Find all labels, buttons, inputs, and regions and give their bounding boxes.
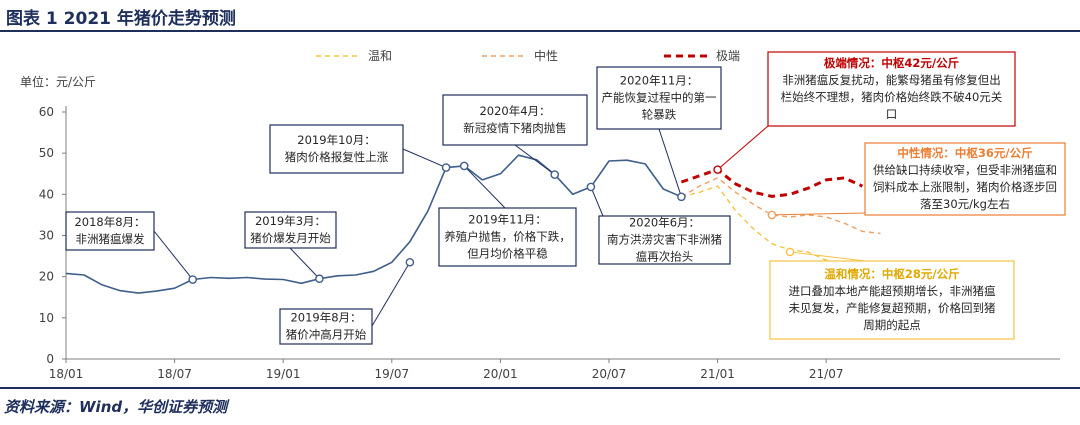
callout-text: 猪肉价格报复性上涨 <box>285 150 389 164</box>
data-point-marker <box>677 192 686 202</box>
callout-text: 口 <box>886 107 898 121</box>
callout-connector <box>463 165 506 209</box>
callout-text: 进口叠加本地产能超预期增长，非洲猪瘟 <box>789 284 996 298</box>
data-point-marker <box>441 163 451 172</box>
x-tick-label: 18/07 <box>157 367 192 381</box>
callout-box-a2018-08 <box>65 211 155 251</box>
y-tick-label: 60 <box>39 105 54 119</box>
callout-text: 未见复发，产能修复超预期，价格回到猪 <box>789 301 996 315</box>
callout-text: 新冠疫情下猪肉抛售 <box>463 121 567 135</box>
source-note: 资料来源：Wind，华创证券预测 <box>4 398 228 416</box>
callout-title: 温和情况：中枢28元/公斤 <box>824 267 959 281</box>
callout-title: 2020年11月： <box>620 74 698 88</box>
callout-text: 饲料成本上涨限制，猪肉价格逐步回 <box>873 180 1057 194</box>
callout-text: 但月均价格平稳 <box>467 247 548 261</box>
callout-box-extreme <box>767 51 1016 127</box>
legend-label: 中性 <box>534 48 558 63</box>
callout-text: 产能恢复过程中的第一 <box>602 91 717 105</box>
callout-text: 瘟再次抬头 <box>636 250 694 264</box>
x-tick-label: 19/07 <box>375 367 410 381</box>
bottom-rule <box>0 387 1080 389</box>
callout-box-neutral <box>864 142 1066 216</box>
callout-title: 2019年8月： <box>290 311 361 325</box>
top-rule <box>0 30 1080 32</box>
x-tick-label: 19/01 <box>266 367 301 381</box>
y-axis-label: 单位：元/公斤 <box>20 74 96 89</box>
callout-connector <box>371 262 411 327</box>
y-tick-label: 40 <box>39 187 54 201</box>
callout-box-mild <box>769 260 1015 340</box>
series-line-extreme <box>680 168 864 198</box>
data-point-marker <box>459 161 469 171</box>
callout-connector <box>514 144 555 175</box>
legend-label: 温和 <box>368 49 392 63</box>
callout-title: 2019年10月： <box>297 133 375 147</box>
x-tick-label: 20/01 <box>483 367 518 381</box>
data-point-marker <box>315 274 324 284</box>
callout-box-a2020-06 <box>598 215 731 265</box>
callout-text: 供给缺口持续收窄，但受非洲猪瘟和 <box>873 163 1057 177</box>
x-tick-label: 21/07 <box>809 367 844 381</box>
callout-title: 2019年11月： <box>468 213 546 227</box>
callout-box-a2020-04 <box>442 94 588 146</box>
callout-connector <box>153 230 194 280</box>
callout-connector <box>717 125 769 171</box>
callout-title: 2020年4月： <box>479 104 550 118</box>
callout-connector <box>789 251 866 262</box>
callout-text: 周期的起点 <box>863 318 921 332</box>
callout-text: 养殖户抛售，价格下跌， <box>444 230 571 244</box>
callout-connector <box>289 247 320 280</box>
callout-box-a2019-10 <box>269 124 404 174</box>
callout-title: 2018年8月： <box>74 215 145 229</box>
data-point-marker <box>188 275 197 284</box>
figure-title: 图表 1 2021 年猪价走势预测 <box>6 9 236 29</box>
callout-text: 猪价冲高月开始 <box>286 328 367 342</box>
callout-box-a2019-08 <box>279 308 373 345</box>
callout-title: 2020年6月： <box>629 216 700 230</box>
callout-text: 栏始终不理想，猪肉价格始终跌不破40元关 <box>781 90 1003 104</box>
y-tick-label: 10 <box>39 311 54 325</box>
legend-label: 极端 <box>716 49 740 63</box>
series-line-neutral <box>681 177 881 235</box>
data-point-marker <box>586 182 596 192</box>
callout-text: 猪价爆发月开始 <box>250 231 331 245</box>
y-tick-label: 20 <box>39 270 54 284</box>
callout-connector <box>590 186 604 217</box>
x-tick-label: 21/01 <box>700 367 735 381</box>
callout-box-a2019-03 <box>244 211 337 249</box>
data-point-marker <box>785 247 795 257</box>
callout-box-a2020-11 <box>596 66 722 130</box>
x-tick-label: 18/01 <box>49 367 84 381</box>
callout-title: 2019年3月： <box>255 214 326 228</box>
data-point-marker <box>550 170 560 179</box>
callout-text: 落至30元/kg左右 <box>920 197 1010 211</box>
y-tick-label: 50 <box>39 146 54 160</box>
callout-text: 非洲猪瘟爆发 <box>76 232 145 246</box>
callout-connector <box>771 212 866 216</box>
callout-connector <box>402 148 447 169</box>
history-price-line <box>65 154 682 294</box>
callout-title: 极端情况：中枢42元/公斤 <box>824 56 959 70</box>
callout-connector <box>658 128 682 197</box>
data-point-marker <box>405 257 415 267</box>
x-tick-label: 20/07 <box>592 367 627 381</box>
callout-text: 轮暴跌 <box>642 108 677 122</box>
callout-title: 中性情况：中枢36元/公斤 <box>897 146 1032 160</box>
data-point-marker <box>767 210 777 220</box>
callout-text: 非洲猪瘟反复扰动，能繁母猪虽有修复但出 <box>782 73 1001 87</box>
y-tick-label: 0 <box>46 352 54 366</box>
callout-box-a2019-11 <box>438 207 577 267</box>
y-tick-label: 30 <box>39 229 54 243</box>
callout-text: 南方洪涝灾害下非洲猪 <box>607 233 722 247</box>
data-point-marker <box>713 165 722 174</box>
